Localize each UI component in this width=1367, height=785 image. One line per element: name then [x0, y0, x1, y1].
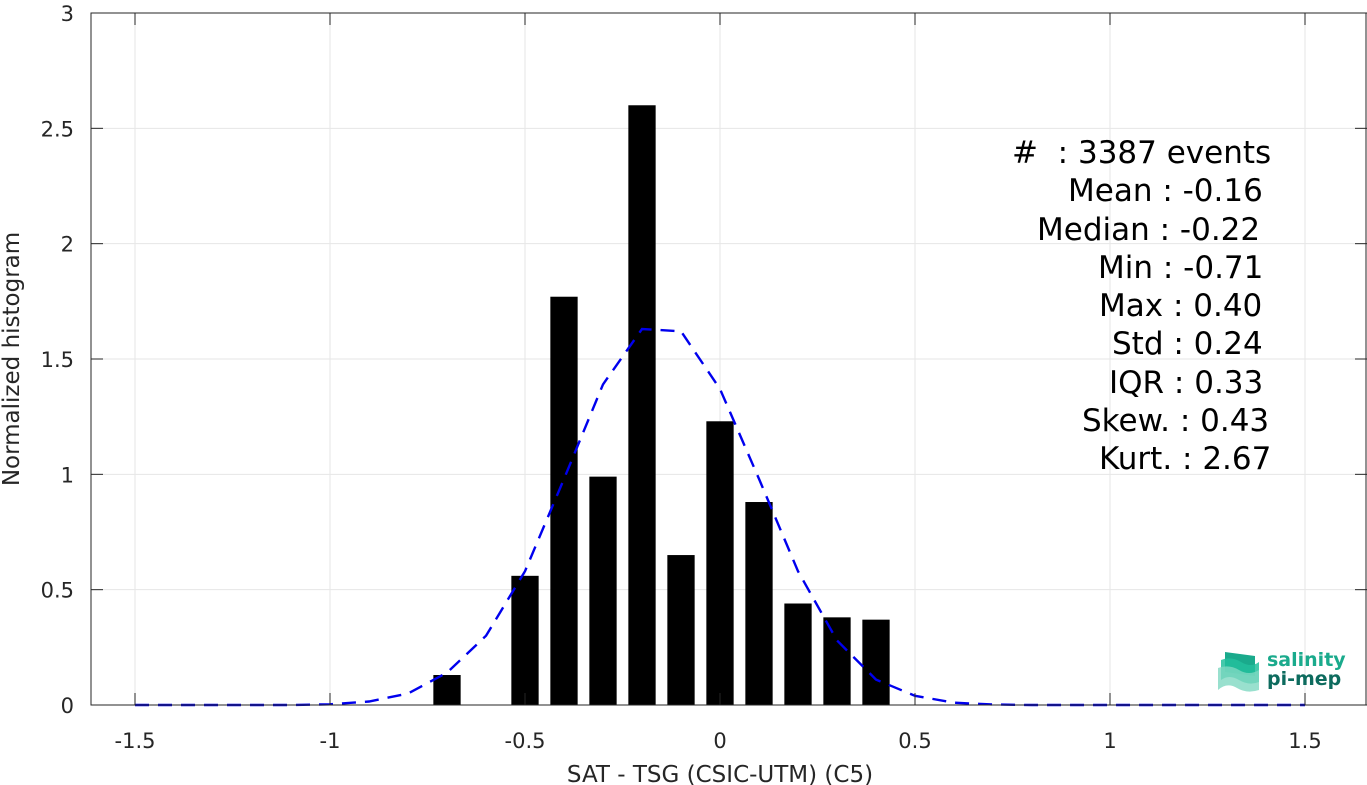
x-axis-label: SAT - TSG (CSIC-UTM) (C5) [567, 762, 873, 785]
stat-skew: Skew. : 0.43 [1082, 403, 1270, 440]
x-tick-label: -1.5 [115, 729, 156, 753]
histogram-bar [667, 555, 695, 705]
logo-text-pi-mep: pi-mep [1267, 668, 1342, 690]
histogram-bar [589, 476, 617, 705]
histogram-bar [784, 603, 812, 705]
histogram-bar [511, 575, 539, 705]
stat-min: Min : -0.71 [1098, 249, 1264, 286]
stat-count: # : 3387 events [1012, 135, 1272, 171]
y-tick-label: 2 [61, 233, 74, 257]
histogram-bar [706, 421, 734, 705]
wave-logo-icon [1218, 652, 1259, 692]
salinity-pi-mep-logo: salinity pi-mep [1215, 646, 1346, 694]
histogram-bars [433, 105, 890, 706]
statistics-box: # : 3387 events Mean : -0.16 Median : -0… [960, 134, 1290, 479]
x-tick-label: 1.5 [1288, 729, 1321, 753]
stat-mean: Mean : -0.16 [1068, 173, 1263, 210]
logo-text-salinity: salinity [1267, 649, 1346, 671]
stat-iqr: IQR : 0.33 [1109, 364, 1264, 401]
y-tick-label: 2.5 [41, 117, 74, 141]
x-tick-label: -0.5 [505, 729, 546, 753]
histogram-bar [745, 502, 773, 705]
histogram-bar [433, 675, 461, 705]
y-tick-label: 1.5 [41, 348, 74, 372]
stat-kurt: Kurt. : 2.67 [1099, 441, 1272, 478]
y-tick-label: 0 [61, 694, 74, 718]
stat-median: Median : -0.22 [1037, 211, 1261, 248]
stat-std: Std : 0.24 [1112, 326, 1263, 363]
y-tick-label: 1 [61, 463, 74, 487]
y-tick-label: 0.5 [41, 579, 74, 603]
stat-max: Max : 0.40 [1099, 288, 1263, 325]
y-tick-label: 3 [61, 2, 74, 26]
histogram-bar [550, 296, 578, 705]
x-tick-label: 0.5 [898, 729, 931, 753]
y-axis-label: Normalized histogram [0, 232, 25, 486]
histogram-bar [862, 619, 890, 705]
x-tick-label: -1 [320, 729, 341, 753]
x-tick-label: 1 [1103, 729, 1116, 753]
histogram-bar [628, 105, 656, 706]
tick-labels: -1.5 -1 -0.5 0 0.5 1 1.5 0 0.5 1 1.5 2 2.5 3 [41, 2, 1322, 753]
axes-box [90, 12, 1367, 706]
x-tick-label: 0 [713, 729, 726, 753]
histogram-bar [823, 617, 851, 705]
